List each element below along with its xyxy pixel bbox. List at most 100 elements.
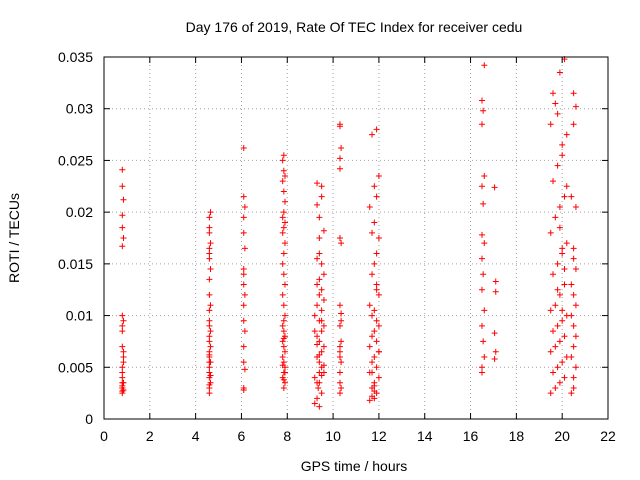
data-point <box>280 376 287 383</box>
data-point <box>561 266 568 273</box>
data-point <box>280 152 287 159</box>
data-point <box>314 281 321 288</box>
data-point <box>207 240 214 247</box>
data-point <box>338 310 345 317</box>
data-point <box>241 245 248 252</box>
data-point <box>550 271 557 278</box>
data-point <box>547 307 554 314</box>
y-axis-label: ROTI / TECUs <box>6 193 22 283</box>
data-point <box>481 353 488 360</box>
data-point <box>559 317 566 324</box>
data-point <box>554 162 561 169</box>
data-point <box>314 333 321 340</box>
data-point <box>550 90 557 97</box>
data-point <box>568 353 575 360</box>
data-point <box>479 97 485 104</box>
data-point <box>336 302 343 309</box>
data-point <box>240 266 247 273</box>
data-point <box>373 193 380 200</box>
data-point <box>373 338 380 345</box>
data-point <box>479 121 485 128</box>
data-point <box>119 374 126 381</box>
data-point <box>280 317 287 324</box>
data-point <box>556 291 563 298</box>
y-tick-label: 0 <box>85 411 93 427</box>
data-point <box>206 338 213 345</box>
data-point <box>336 322 343 329</box>
data-point <box>547 348 554 355</box>
data-point <box>316 235 323 241</box>
data-point <box>311 400 318 407</box>
data-point <box>241 328 248 335</box>
data-point <box>206 351 213 358</box>
data-point <box>281 312 288 319</box>
data-point <box>491 356 498 363</box>
data-point <box>371 183 378 190</box>
data-point <box>369 393 376 400</box>
data-point <box>206 322 213 329</box>
data-point <box>559 359 566 366</box>
data-point <box>552 302 559 309</box>
data-point <box>373 364 380 371</box>
data-point <box>206 381 213 388</box>
data-point <box>119 224 126 231</box>
data-point <box>561 333 568 340</box>
data-point <box>570 255 577 262</box>
data-point <box>280 343 287 350</box>
data-point <box>316 338 323 345</box>
data-point <box>480 338 487 345</box>
x-tick-label: 2 <box>146 428 154 444</box>
data-point <box>572 103 579 110</box>
data-point <box>570 384 577 391</box>
data-point <box>240 214 247 221</box>
data-point <box>559 141 566 148</box>
y-tick-label: 0.01 <box>66 308 93 324</box>
x-tick-label: 22 <box>600 428 616 444</box>
data-point <box>369 131 376 138</box>
data-point <box>206 390 213 397</box>
data-point <box>480 200 487 207</box>
data-point <box>481 172 488 179</box>
data-point <box>320 227 327 234</box>
data-point <box>554 260 561 267</box>
data-point <box>570 90 577 97</box>
data-point <box>314 395 321 402</box>
data-point <box>568 193 575 200</box>
data-point <box>552 214 559 221</box>
data-point <box>479 364 485 371</box>
data-point <box>119 343 126 350</box>
data-point <box>314 255 321 262</box>
data-point <box>479 322 485 329</box>
data-point <box>240 281 247 288</box>
data-point <box>316 379 323 386</box>
data-point <box>479 231 485 238</box>
data-point <box>561 374 568 381</box>
data-point <box>279 322 286 329</box>
data-point <box>371 260 378 267</box>
data-point <box>311 312 318 319</box>
data-point <box>554 110 561 117</box>
data-point <box>480 107 487 114</box>
data-point <box>320 369 327 376</box>
data-point <box>279 157 286 164</box>
y-tick-label: 0.005 <box>58 359 93 375</box>
data-point <box>554 322 561 329</box>
data-point <box>320 362 327 369</box>
data-point <box>120 379 127 386</box>
data-point <box>320 271 327 278</box>
data-point <box>206 359 213 366</box>
data-point <box>373 250 380 257</box>
data-point <box>552 384 559 391</box>
data-point <box>547 390 554 397</box>
data-point <box>241 366 248 373</box>
data-point <box>281 369 288 376</box>
x-tick-label: 16 <box>463 428 479 444</box>
x-tick-label: 4 <box>192 428 200 444</box>
data-point <box>206 224 213 231</box>
data-point <box>481 307 488 314</box>
data-point <box>206 333 213 340</box>
data-point <box>561 193 568 200</box>
data-point <box>318 372 325 379</box>
data-point <box>373 317 380 324</box>
data-point <box>373 126 380 133</box>
